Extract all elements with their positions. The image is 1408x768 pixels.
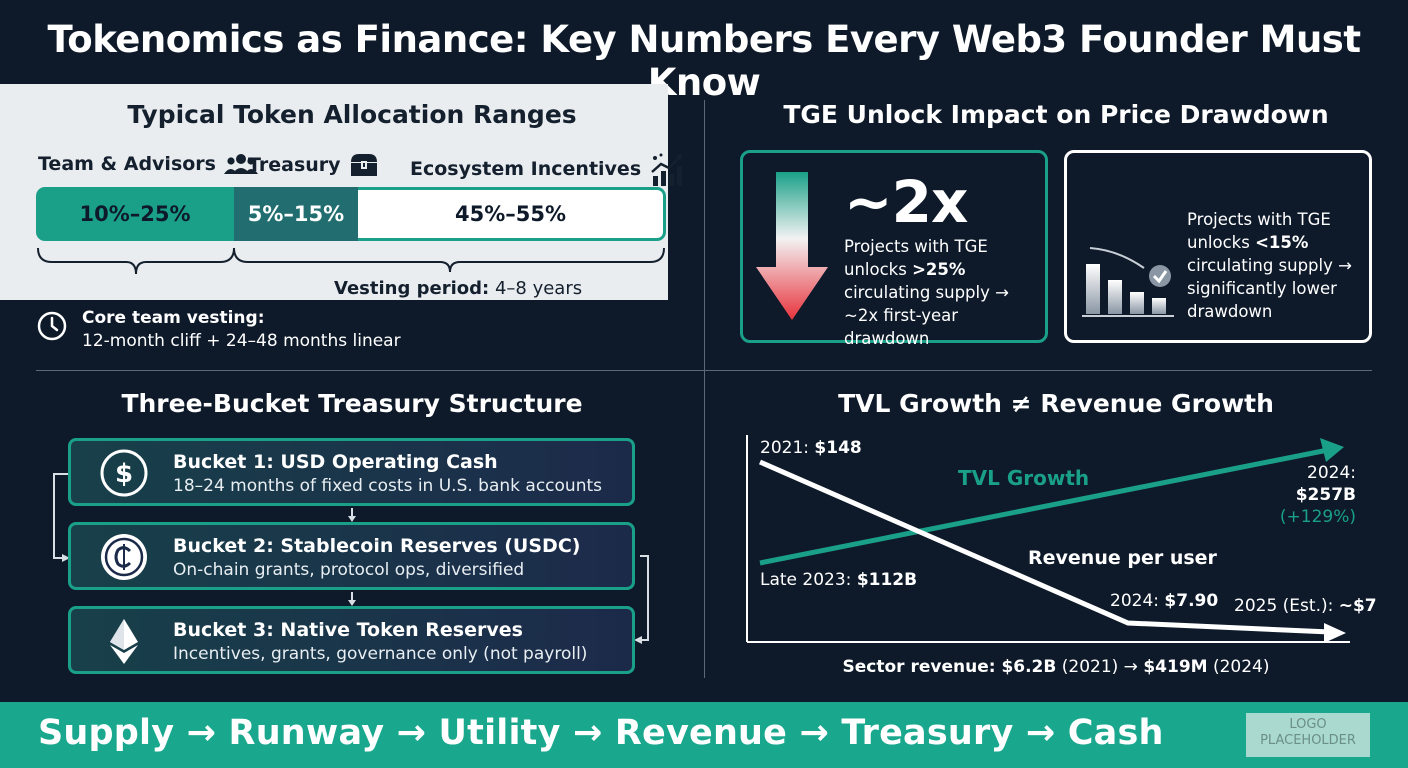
tge-low-unlock-text: Projects with TGE unlocks <15% circulati… bbox=[1187, 208, 1367, 323]
label-2025: 2025 (Est.): ~$7 bbox=[1234, 596, 1377, 616]
label-2024-tvl: 2024: $257B (+129%) bbox=[1226, 462, 1356, 528]
vesting-period-value: 4–8 years bbox=[494, 278, 583, 299]
revenue-line bbox=[758, 459, 1331, 635]
bucket-connectors bbox=[53, 473, 649, 644]
vesting-period-label: Vesting period: bbox=[334, 278, 490, 299]
sector-prefix: Sector revenue: bbox=[842, 657, 1002, 677]
vesting-period: Vesting period: 4–8 years bbox=[334, 278, 582, 299]
growth-chart-icon bbox=[651, 153, 683, 186]
label-2025-value: ~$7 bbox=[1338, 596, 1377, 616]
tge-right-bold: <15% bbox=[1255, 233, 1309, 253]
treasury-title: Three-Bucket Treasury Structure bbox=[121, 389, 583, 418]
category-team: Team & Advisors bbox=[38, 152, 258, 176]
tge-left-bold: >25% bbox=[912, 260, 966, 280]
tge-right-text-2: circulating supply → significantly lower… bbox=[1187, 256, 1352, 322]
label-2021-prefix: 2021: bbox=[760, 438, 815, 458]
sector-year-2024: (2024) bbox=[1207, 657, 1270, 677]
tge-left-text-1: Projects with TGE unlocks bbox=[844, 237, 988, 280]
bucket-2-subtitle: On-chain grants, protocol ops, diversifi… bbox=[173, 560, 525, 580]
bucket-3-title: Bucket 3: Native Token Reserves bbox=[173, 619, 523, 641]
bar-treasury-range: 5%–15% bbox=[234, 187, 358, 241]
label-2024-rev-prefix: 2024: bbox=[1110, 591, 1165, 611]
footer-bar bbox=[0, 702, 1408, 768]
core-team-vesting: Core team vesting: 12-month cliff + 24–4… bbox=[82, 307, 401, 353]
bucket-2-card: Bucket 2: Stablecoin Reserves (USDC) On-… bbox=[68, 522, 635, 590]
sector-year-2021: (2021) → bbox=[1056, 657, 1144, 677]
allocation-title: Typical Token Allocation Ranges bbox=[127, 100, 577, 129]
bucket-1-subtitle: 18–24 months of fixed costs in U.S. bank… bbox=[173, 476, 602, 496]
label-2021-value: $148 bbox=[814, 438, 862, 458]
category-ecosystem-label: Ecosystem Incentives bbox=[410, 158, 642, 180]
people-icon bbox=[224, 154, 258, 174]
revenue-series-label: Revenue per user bbox=[1028, 547, 1217, 569]
label-2025-prefix: 2025 (Est.): bbox=[1234, 596, 1339, 616]
label-late2023-prefix: Late 2023: bbox=[760, 570, 857, 590]
treasure-chest-icon bbox=[350, 154, 377, 176]
tge-low-unlock-card bbox=[1064, 150, 1372, 343]
category-treasury: Treasury bbox=[248, 152, 379, 178]
revenue-arrowhead bbox=[1324, 623, 1346, 643]
svg-text:$: $ bbox=[115, 459, 133, 489]
sector-value-2021: $6.2B bbox=[1001, 657, 1057, 677]
vertical-divider bbox=[704, 100, 705, 678]
label-2024-tvl-value: $257B bbox=[1295, 485, 1356, 506]
label-late2023-value: $112B bbox=[856, 570, 918, 590]
tge-high-unlock-text: Projects with TGE unlocks >25% circulati… bbox=[844, 235, 1044, 350]
category-treasury-label: Treasury bbox=[248, 154, 341, 176]
core-vesting-value: 12-month cliff + 24–48 months linear bbox=[82, 330, 401, 351]
tge-big-value: ~2x bbox=[844, 168, 968, 236]
page-title: Tokenomics as Finance: Key Numbers Every… bbox=[47, 18, 1361, 104]
tge-title: TGE Unlock Impact on Price Drawdown bbox=[783, 100, 1329, 129]
tvl-arrowhead bbox=[1320, 438, 1344, 462]
clock-icon bbox=[37, 311, 67, 341]
bucket-2-title: Bucket 2: Stablecoin Reserves (USDC) bbox=[173, 535, 581, 557]
label-2024-tvl-change: (+129%) bbox=[1279, 507, 1356, 528]
tge-right-text-1: Projects with TGE unlocks bbox=[1187, 210, 1331, 253]
logo-placeholder: LOGO PLACEHOLDER bbox=[1246, 713, 1370, 757]
ethereum-icon bbox=[110, 619, 138, 664]
bar-team-range: 10%–25% bbox=[36, 187, 234, 241]
vesting-brace bbox=[37, 247, 665, 275]
bar-ecosystem-range: 45%–55% bbox=[358, 187, 666, 241]
footer-flow-text: Supply → Runway → Utility → Revenue → Tr… bbox=[38, 713, 1164, 753]
label-2024-revenue: 2024: $7.90 bbox=[1110, 591, 1218, 611]
tvl-series-label: TVL Growth bbox=[958, 466, 1090, 490]
tvl-growth-line bbox=[759, 447, 1329, 566]
category-ecosystem: Ecosystem Incentives bbox=[410, 152, 685, 186]
sector-value-2024: $419M bbox=[1143, 657, 1208, 677]
sector-revenue: Sector revenue: $6.2B (2021) → $419M (20… bbox=[740, 657, 1372, 677]
usdc-coin-icon bbox=[101, 534, 147, 580]
bucket-1-title: Bucket 1: USD Operating Cash bbox=[173, 451, 498, 473]
bucket-1-card: $ Bucket 1: USD Operating Cash 18–24 mon… bbox=[68, 438, 635, 506]
tge-left-text-2: circulating supply → ~2x first-year draw… bbox=[844, 283, 1009, 349]
dollar-coin-icon: $ bbox=[100, 449, 148, 497]
bucket-3-card: Bucket 3: Native Token Reserves Incentiv… bbox=[68, 606, 635, 674]
bucket-3-subtitle: Incentives, grants, governance only (not… bbox=[173, 644, 588, 664]
tge-high-unlock-card bbox=[740, 150, 1048, 343]
label-2024-rev-value: $7.90 bbox=[1164, 591, 1219, 611]
down-arrow-icon bbox=[756, 172, 828, 320]
horizontal-divider bbox=[36, 370, 1372, 371]
label-2021: 2021: $148 bbox=[760, 438, 862, 458]
declining-bars-icon bbox=[1082, 247, 1174, 317]
label-2024-tvl-prefix: 2024: bbox=[1307, 463, 1356, 483]
tvl-chart bbox=[746, 435, 1350, 643]
label-late-2023: Late 2023: $112B bbox=[760, 570, 917, 590]
category-team-label: Team & Advisors bbox=[38, 153, 216, 175]
core-vesting-label: Core team vesting: bbox=[82, 308, 265, 328]
tvl-title: TVL Growth ≠ Revenue Growth bbox=[838, 389, 1274, 418]
